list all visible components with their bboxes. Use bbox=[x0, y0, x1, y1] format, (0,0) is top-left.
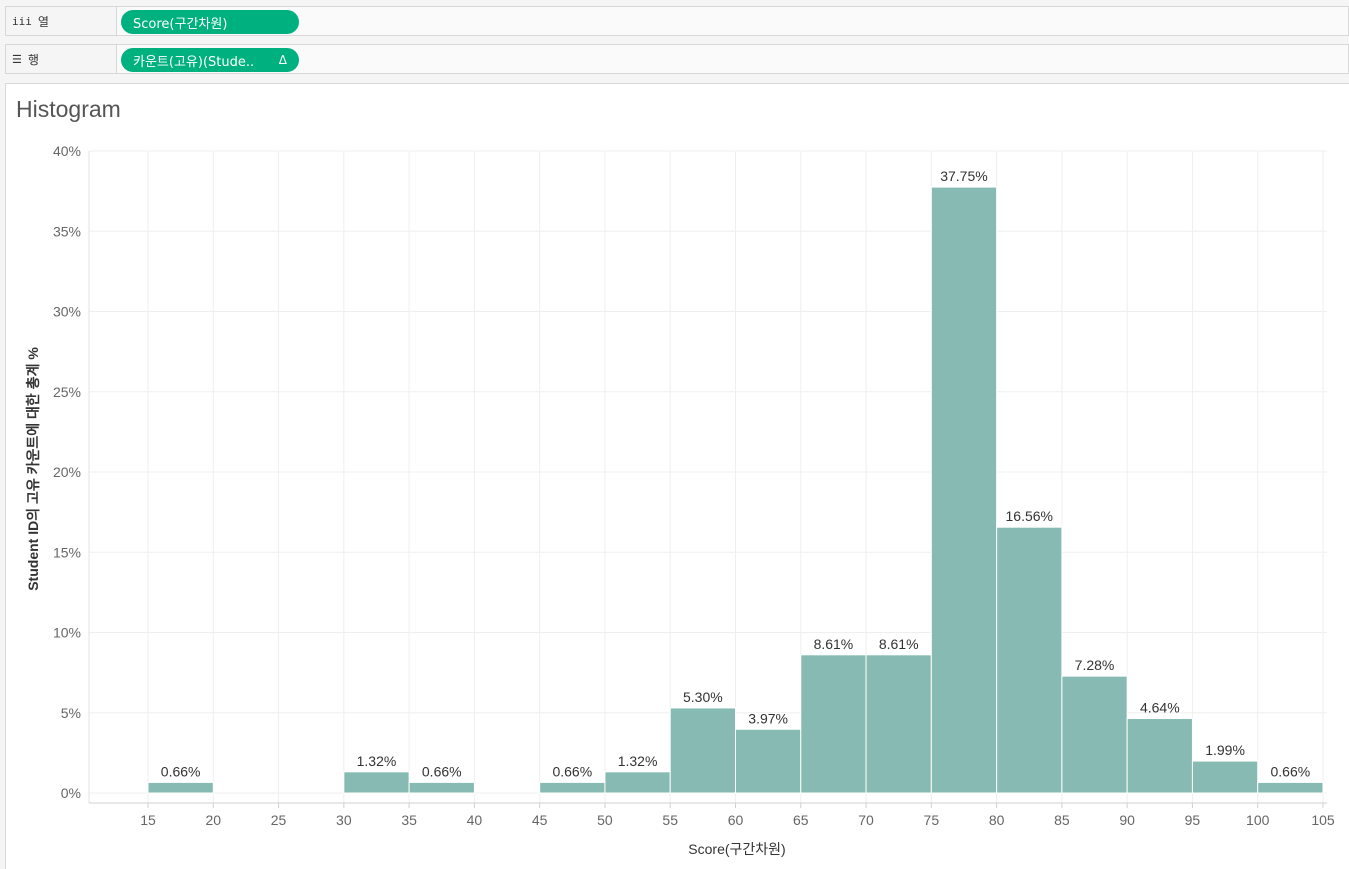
bar-value-label: 1.32% bbox=[618, 753, 658, 769]
histogram-bar[interactable] bbox=[1061, 675, 1128, 794]
x-tick-label: 45 bbox=[532, 812, 548, 828]
bar-value-label: 1.32% bbox=[357, 753, 397, 769]
histogram-bar[interactable] bbox=[1257, 781, 1324, 794]
y-tick-label: 10% bbox=[53, 625, 81, 641]
y-tick-label: 5% bbox=[61, 705, 81, 721]
rows-shelf: ☰ 행 카운트(고유)(Stude.. Δ bbox=[5, 44, 1349, 74]
y-tick-label: 35% bbox=[53, 223, 81, 239]
histogram-bar[interactable] bbox=[800, 654, 867, 794]
bar-value-label: 0.66% bbox=[1271, 763, 1311, 779]
table-calc-delta-icon: Δ bbox=[278, 53, 287, 67]
bar-value-label: 16.56% bbox=[1006, 508, 1053, 524]
columns-shelf-label: 열 bbox=[37, 14, 49, 29]
x-tick-label: 55 bbox=[662, 812, 678, 828]
x-tick-label: 35 bbox=[401, 812, 417, 828]
histogram-bar[interactable] bbox=[865, 654, 932, 794]
y-tick-label: 25% bbox=[53, 384, 81, 400]
y-axis-title: Student ID의 고유 카운트에 대한 총계 % bbox=[25, 347, 41, 591]
count-distinct-pill-label: 카운트(고유)(Stude.. bbox=[133, 54, 255, 70]
histogram-bar[interactable] bbox=[408, 781, 475, 794]
x-tick-label: 60 bbox=[728, 812, 744, 828]
y-tick-label: 40% bbox=[53, 143, 81, 159]
histogram-bar[interactable] bbox=[539, 781, 606, 794]
y-tick-label: 30% bbox=[53, 304, 81, 320]
x-axis-title: Score(구간차원) bbox=[688, 841, 785, 857]
bar-value-label: 4.64% bbox=[1140, 700, 1180, 716]
x-tick-label: 65 bbox=[793, 812, 809, 828]
x-tick-label: 85 bbox=[1054, 812, 1070, 828]
sheet-title: Histogram bbox=[16, 96, 121, 122]
x-tick-label: 80 bbox=[989, 812, 1005, 828]
columns-drop-zone[interactable]: Score(구간차원) bbox=[117, 7, 1348, 35]
histogram-bar[interactable] bbox=[604, 771, 671, 794]
histogram-bar[interactable] bbox=[1126, 718, 1193, 794]
rows-shelf-label-area: ☰ 행 bbox=[6, 45, 117, 73]
histogram-bar[interactable] bbox=[735, 728, 802, 794]
y-tick-label: 15% bbox=[53, 544, 81, 560]
rows-shelf-label: 행 bbox=[27, 52, 39, 67]
histogram-bar[interactable] bbox=[343, 771, 410, 794]
bar-value-label: 5.30% bbox=[683, 689, 723, 705]
histogram-chart: 0.66% 1.32% 0.66% 0.66% 1.32% 5.30% 3.97% 8.61%… bbox=[25, 143, 1335, 857]
y-tick-label: 0% bbox=[61, 785, 81, 801]
histogram-bar[interactable] bbox=[996, 526, 1063, 794]
x-tick-label: 70 bbox=[858, 812, 874, 828]
bar-value-label: 8.61% bbox=[814, 636, 854, 652]
rows-icon: ☰ bbox=[12, 52, 22, 66]
x-tick-label: 50 bbox=[597, 812, 613, 828]
bar-value-label: 3.97% bbox=[748, 710, 788, 726]
bar-value-label: 0.66% bbox=[422, 763, 462, 779]
columns-shelf-label-area: iii 열 bbox=[6, 7, 117, 35]
histogram-bar[interactable] bbox=[1191, 760, 1259, 794]
x-tick-label: 15 bbox=[140, 812, 156, 828]
x-tick-label: 40 bbox=[467, 812, 483, 828]
y-tick-label: 20% bbox=[53, 464, 81, 480]
x-tick-label: 105 bbox=[1311, 812, 1335, 828]
histogram-bar[interactable] bbox=[669, 707, 737, 794]
x-tick-label: 100 bbox=[1246, 812, 1270, 828]
bar-value-label: 1.99% bbox=[1205, 742, 1245, 758]
bar-value-label: 8.61% bbox=[879, 636, 919, 652]
x-tick-label: 20 bbox=[205, 812, 221, 828]
histogram-bar[interactable] bbox=[930, 186, 998, 794]
bar-value-label: 37.75% bbox=[940, 168, 987, 184]
x-tick-label: 30 bbox=[336, 812, 352, 828]
rows-drop-zone[interactable]: 카운트(고유)(Stude.. Δ bbox=[117, 45, 1348, 73]
score-bins-pill-label: Score(구간차원) bbox=[133, 16, 228, 32]
columns-icon: iii bbox=[12, 14, 32, 28]
columns-shelf: iii 열 Score(구간차원) bbox=[5, 6, 1349, 36]
count-distinct-pill[interactable]: 카운트(고유)(Stude.. Δ bbox=[121, 48, 299, 72]
score-bins-pill[interactable]: Score(구간차원) bbox=[121, 10, 299, 34]
bar-value-label: 0.66% bbox=[161, 763, 201, 779]
x-tick-label: 75 bbox=[924, 812, 940, 828]
bar-value-label: 0.66% bbox=[552, 763, 592, 779]
x-tick-label: 25 bbox=[271, 812, 287, 828]
worksheet: Histogram 0.66% 1.32% 0.66% 0.66% 1.32% 5.30%… bbox=[5, 83, 1349, 869]
x-tick-label: 90 bbox=[1119, 812, 1135, 828]
bar-value-label: 7.28% bbox=[1075, 657, 1115, 673]
x-tick-label: 95 bbox=[1185, 812, 1201, 828]
histogram-bar[interactable] bbox=[147, 781, 214, 794]
